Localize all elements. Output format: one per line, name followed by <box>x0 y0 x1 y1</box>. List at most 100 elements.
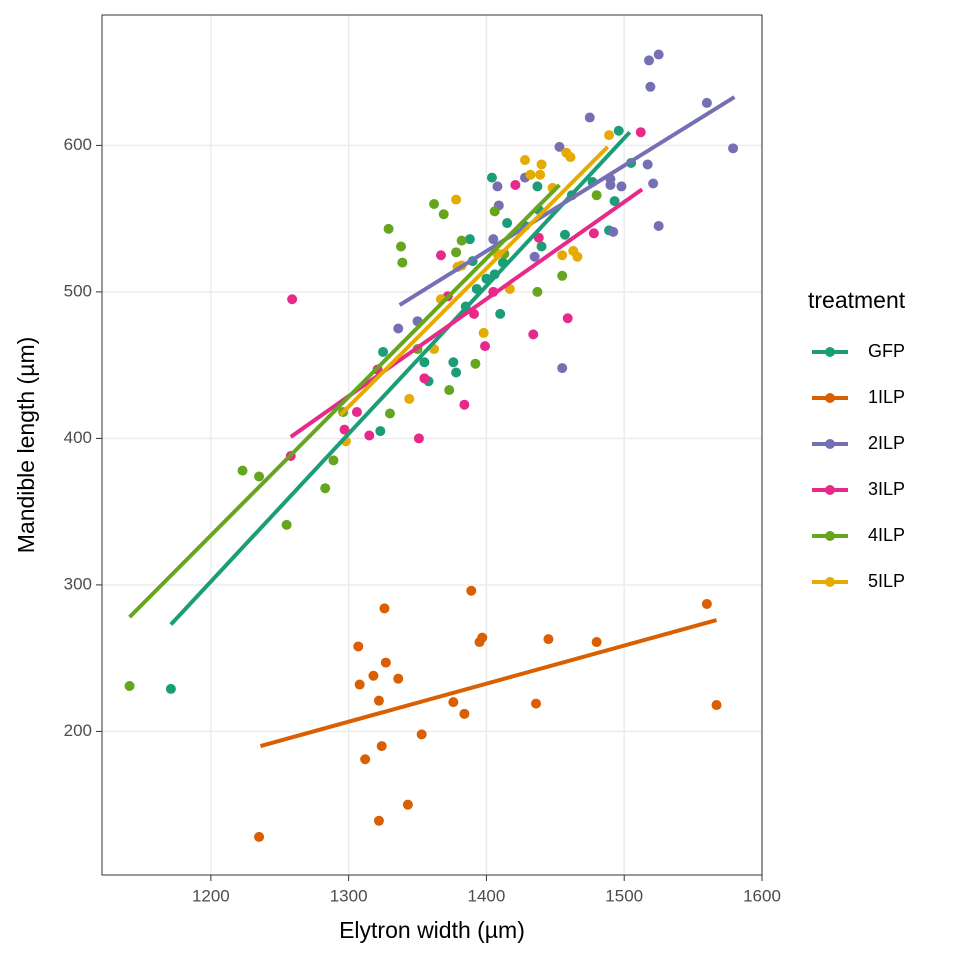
point <box>701 598 712 609</box>
point <box>616 181 627 192</box>
point <box>393 323 404 334</box>
point <box>448 357 459 368</box>
legend-key-point <box>825 577 835 587</box>
legend-label: 5ILP <box>868 571 905 591</box>
point <box>413 433 424 444</box>
point <box>165 683 176 694</box>
point <box>653 49 664 60</box>
point <box>320 483 331 494</box>
legend-key-point <box>825 439 835 449</box>
point <box>488 234 499 245</box>
legend-key-point <box>825 531 835 541</box>
point <box>375 426 386 437</box>
fit-line <box>338 145 610 417</box>
legend-key-point <box>825 393 835 403</box>
point <box>395 241 406 252</box>
fit-line <box>169 130 632 626</box>
y-tick-label: 600 <box>64 135 92 154</box>
point <box>124 681 135 692</box>
point <box>419 373 430 384</box>
point <box>378 346 389 357</box>
point <box>535 169 546 180</box>
point <box>531 698 542 709</box>
point <box>554 141 565 152</box>
point <box>254 471 265 482</box>
point <box>480 341 491 352</box>
y-axis-title: Mandible length (µm) <box>13 337 39 554</box>
point <box>486 172 497 183</box>
point <box>339 424 350 435</box>
point <box>451 247 462 258</box>
point <box>591 190 602 201</box>
point <box>644 55 655 66</box>
point <box>459 399 470 410</box>
point <box>451 194 462 205</box>
point <box>562 313 573 324</box>
point <box>510 179 521 190</box>
point <box>397 257 408 268</box>
point <box>635 127 646 138</box>
point <box>380 657 391 668</box>
point <box>557 363 568 374</box>
point <box>711 700 722 711</box>
point <box>489 206 500 217</box>
point <box>328 455 339 466</box>
point <box>354 679 365 690</box>
point <box>536 159 547 170</box>
point <box>653 220 664 231</box>
point <box>435 250 446 261</box>
point <box>287 294 298 305</box>
x-tick-label: 1400 <box>468 886 506 905</box>
point <box>532 286 543 297</box>
point <box>416 729 427 740</box>
point <box>609 196 620 207</box>
point <box>429 198 440 209</box>
y-tick-label: 300 <box>64 574 92 593</box>
point <box>373 815 384 826</box>
point <box>419 357 430 368</box>
point <box>402 799 413 810</box>
point <box>495 308 506 319</box>
point <box>613 125 624 136</box>
x-tick-label: 1200 <box>192 886 230 905</box>
x-tick-label: 1600 <box>743 886 781 905</box>
point <box>373 695 384 706</box>
point <box>536 241 547 252</box>
point <box>379 603 390 614</box>
point <box>543 634 554 645</box>
point <box>237 465 248 476</box>
plot-border <box>101 14 763 876</box>
point <box>492 181 503 192</box>
point <box>557 250 568 261</box>
x-tick-label: 1500 <box>605 886 643 905</box>
point <box>588 228 599 239</box>
point <box>608 226 619 237</box>
point <box>451 367 462 378</box>
legend-title: treatment <box>808 287 906 313</box>
fit-line <box>398 95 736 307</box>
point <box>532 181 543 192</box>
point <box>572 251 583 262</box>
legend-label: 3ILP <box>868 479 905 499</box>
point <box>254 831 265 842</box>
point <box>528 329 539 340</box>
point <box>364 430 375 441</box>
point <box>591 637 602 648</box>
point <box>444 385 455 396</box>
point <box>584 112 595 123</box>
point <box>376 741 387 752</box>
point <box>466 585 477 596</box>
point <box>281 519 292 530</box>
fit-line <box>128 183 561 619</box>
legend-label: GFP <box>868 341 905 361</box>
point <box>728 143 739 154</box>
point <box>383 223 394 234</box>
point <box>604 130 615 141</box>
point <box>559 229 570 240</box>
point <box>459 708 470 719</box>
legend-key-point <box>825 347 835 357</box>
legend-key-point <box>825 485 835 495</box>
x-tick-label: 1300 <box>330 886 368 905</box>
point <box>464 234 475 245</box>
